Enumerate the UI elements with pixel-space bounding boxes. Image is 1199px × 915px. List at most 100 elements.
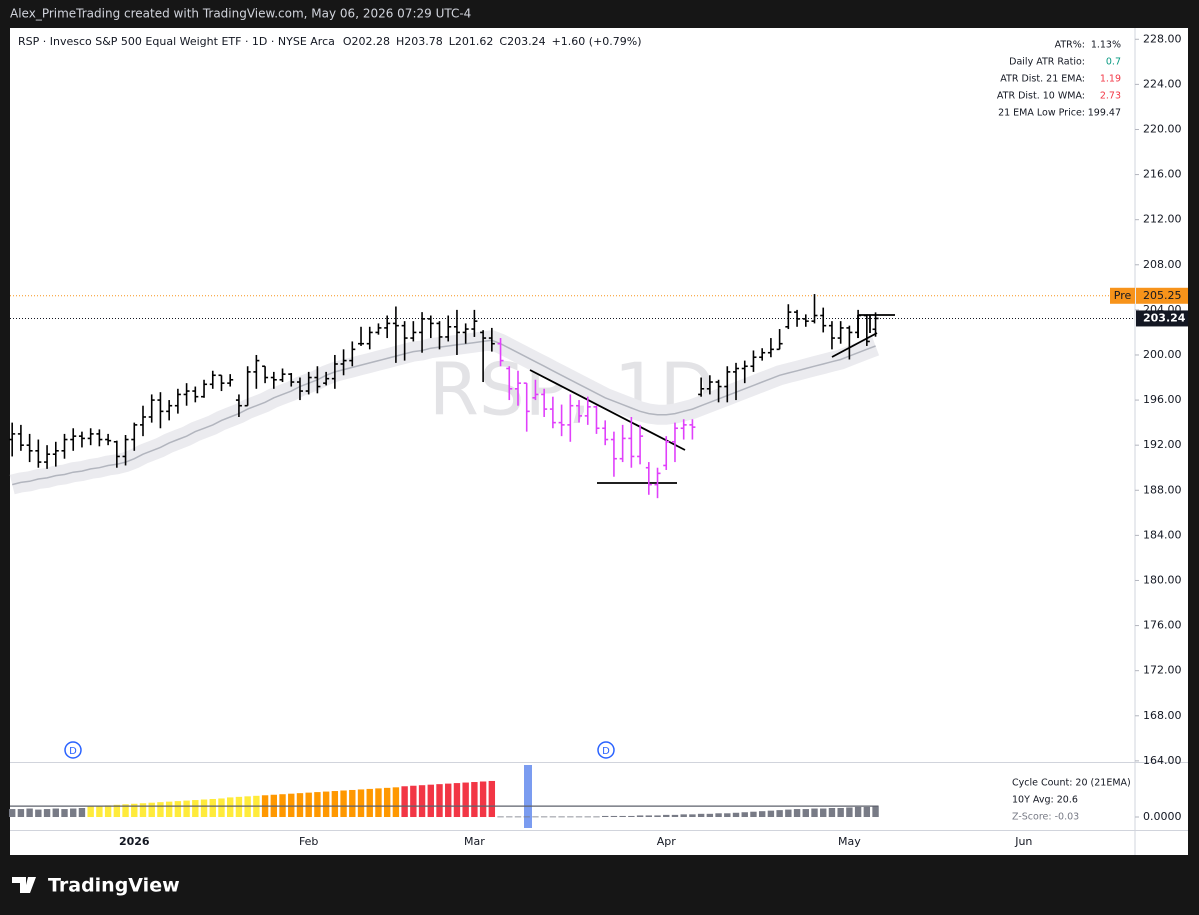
y-tick-label: 200.00: [1143, 348, 1182, 361]
histogram-bar: [165, 801, 173, 818]
x-tick-label: May: [838, 835, 861, 848]
histogram-bar: [174, 801, 182, 818]
x-tick-label: Jun: [1014, 835, 1032, 848]
histogram-bar: [479, 781, 487, 818]
histogram-bar: [427, 784, 434, 818]
histogram-bar: [715, 813, 722, 818]
histogram-bar: [758, 811, 766, 818]
legend-title: RSP · Invesco S&P 500 Equal Weight ETF ·…: [18, 35, 335, 48]
histogram-bar: [663, 814, 670, 818]
histogram-bar: [732, 812, 740, 818]
stat-value: 0.7: [1106, 57, 1121, 68]
histogram-bar: [227, 797, 234, 818]
histogram-bar: [811, 808, 818, 818]
event-markers: D D: [64, 741, 615, 759]
histogram-bar: [340, 790, 347, 818]
y-tick-label: 216.00: [1143, 168, 1182, 181]
histogram-bar: [610, 815, 618, 818]
histogram-bar: [523, 816, 530, 818]
histogram-bar: [296, 793, 304, 818]
histogram-bar: [689, 814, 696, 818]
histogram-bar: [872, 806, 879, 818]
histogram-bar: [52, 808, 59, 818]
legend-value: H203.78: [396, 35, 443, 48]
histogram-bar: [724, 813, 731, 818]
histogram-bar: [26, 808, 33, 818]
histogram-bar: [209, 798, 216, 818]
histogram-bar: [366, 788, 373, 818]
event-label: D: [69, 746, 77, 757]
y-tick-label: 196.00: [1143, 393, 1182, 406]
histogram-bar: [802, 809, 809, 818]
histogram-bar: [540, 816, 548, 818]
footer-logo-icon: [12, 877, 36, 893]
histogram-bar: [488, 780, 496, 818]
histogram-bar: [863, 806, 871, 818]
histogram-bar: [43, 809, 51, 818]
y-tick-label: 164.00: [1143, 754, 1182, 767]
ema-line: [12, 339, 876, 486]
histogram-bar: [854, 806, 862, 818]
y-tick-label: 192.00: [1143, 438, 1182, 451]
histogram-bar: [506, 816, 513, 818]
histogram-bar: [776, 810, 783, 818]
histogram-bar: [235, 796, 243, 818]
y-tick-label: 180.00: [1143, 573, 1182, 586]
histogram-bar: [828, 808, 836, 818]
chart-panel: [10, 28, 1188, 855]
stat-label: 21 EMA Low Price:: [998, 108, 1085, 119]
histogram-bar: [697, 813, 705, 818]
histogram-bar: [35, 809, 42, 818]
histogram-bar: [471, 782, 478, 818]
histogram-bar: [357, 789, 365, 818]
histogram-bar: [636, 815, 644, 818]
histogram-bar: [532, 816, 539, 818]
histogram-bar: [148, 802, 155, 818]
histogram-bar: [418, 785, 426, 818]
y-tick-label: 176.00: [1143, 619, 1182, 632]
legend-value: +1.60 (+0.79%): [552, 35, 642, 48]
histogram-bar: [322, 791, 330, 818]
histogram-bar: [567, 816, 574, 818]
histogram-bar: [767, 810, 775, 818]
histogram-bar: [846, 807, 853, 818]
legend: RSP · Invesco S&P 500 Equal Weight ETF ·…: [18, 35, 642, 48]
premarket-price: 205.25: [1143, 289, 1182, 302]
premarket-tag: [1110, 287, 1135, 304]
histogram-bar: [157, 802, 164, 818]
y-tick-label: 172.00: [1143, 664, 1182, 677]
y-tick-label: 212.00: [1143, 213, 1182, 226]
legend-value: L201.62: [449, 35, 494, 48]
histogram-bar: [436, 784, 443, 818]
histogram-bar: [820, 808, 827, 818]
histogram-bar: [78, 808, 86, 818]
histogram-bar: [349, 789, 356, 818]
legend-value: C203.24: [499, 35, 545, 48]
histogram-bar: [288, 793, 295, 818]
histogram-bar: [375, 788, 382, 818]
premarket-tag-label: Pre: [1114, 289, 1132, 302]
histogram-bar: [497, 816, 504, 818]
pane-label: 10Y Avg: 20.6: [1012, 795, 1078, 806]
histogram-bar: [383, 787, 391, 818]
histogram-bar: [305, 792, 312, 818]
highlight-bar: [524, 765, 532, 828]
histogram-bar: [584, 816, 591, 818]
last-price: 203.24: [1143, 311, 1186, 324]
histogram-bar: [445, 783, 452, 818]
y-tick-label: 188.00: [1143, 483, 1182, 496]
y-tick-label: 168.00: [1143, 709, 1182, 722]
stat-label: Daily ATR Ratio:: [1009, 57, 1085, 68]
histogram-bar: [70, 808, 77, 818]
histogram-bar: [61, 809, 68, 818]
event-icon: [64, 741, 82, 759]
stat-value: 2.73: [1100, 91, 1121, 102]
histogram-bar: [575, 816, 583, 818]
histogram-bar: [96, 805, 103, 818]
histogram-bar: [131, 803, 138, 818]
histogram-bar: [706, 813, 714, 818]
y-tick-label: 184.00: [1143, 528, 1182, 541]
stat-label: ATR%:: [1055, 40, 1085, 51]
histogram-bar: [122, 804, 129, 818]
